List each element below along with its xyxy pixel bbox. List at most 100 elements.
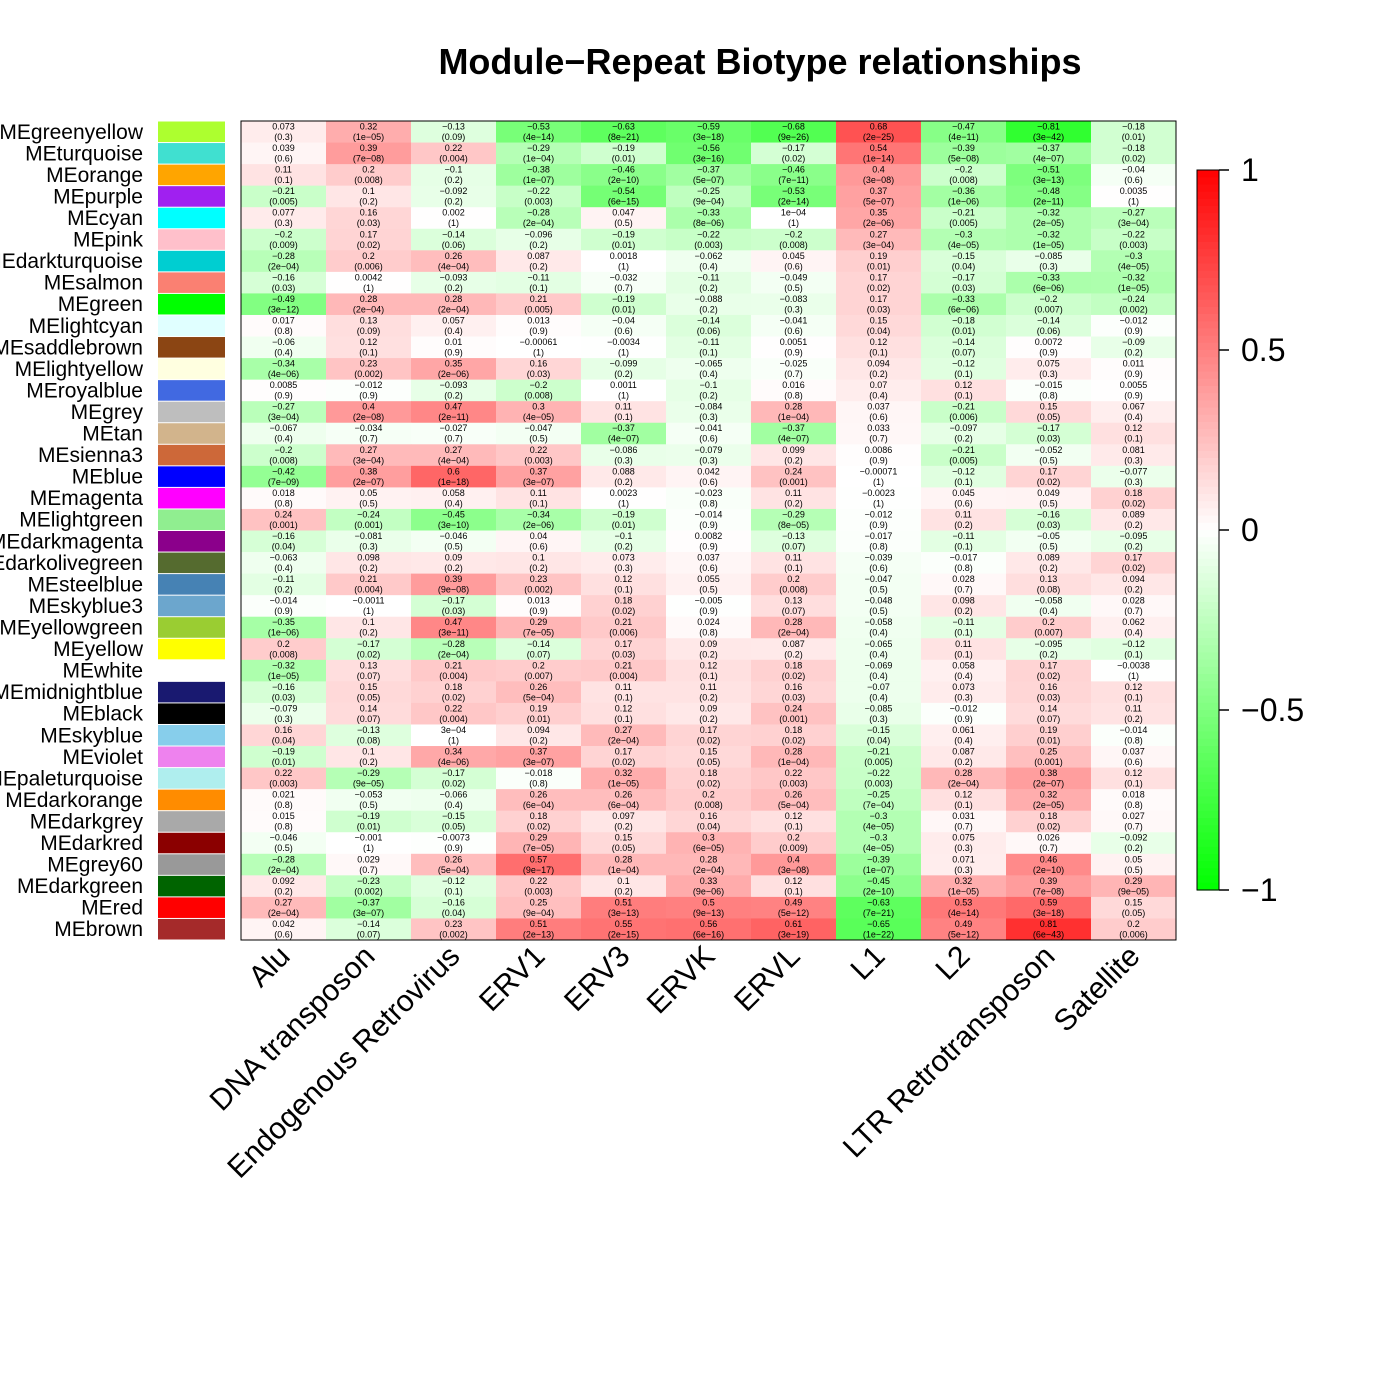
cell-correlation: −0.018 [525,768,553,778]
cell-pvalue: (9e−26) [778,132,809,142]
cell-pvalue: (0.8) [274,822,293,832]
cell-correlation: −0.18 [1122,122,1145,132]
row-label-MEpink: MEpink [73,229,144,252]
cell-pvalue: (0.01) [527,714,551,724]
heatmap-cell [666,595,752,618]
cell-correlation: −0.1 [445,165,463,175]
cell-correlation: −0.012 [355,380,383,390]
cell-correlation: −0.19 [612,509,635,519]
legend-gradient-step [1197,681,1219,689]
cell-pvalue: (0.8) [699,498,718,508]
cell-correlation: −0.085 [1035,251,1063,261]
cell-correlation: −0.25 [697,186,720,196]
cell-correlation: −0.21 [272,186,295,196]
heatmap-cell [751,508,837,531]
cell-correlation: 0.19 [870,251,888,261]
cell-pvalue: (0.008) [779,240,808,250]
cell-correlation: 0.61 [785,919,803,929]
cell-correlation: −0.35 [272,617,295,627]
cell-pvalue: (0.9) [1124,326,1143,336]
heatmap-cell [751,875,837,898]
cell-pvalue: (2e−15) [608,929,639,939]
heatmap-cell [326,681,412,704]
cell-correlation: 0.094 [1122,574,1145,584]
heatmap-cell [326,638,412,661]
row-label-MEsienna3: MEsienna3 [38,444,143,467]
cell-pvalue: (0.05) [1037,412,1061,422]
cell-correlation: 0.12 [1125,768,1143,778]
cell-correlation: 0.042 [697,466,720,476]
cell-correlation: 0.17 [615,747,633,757]
cell-pvalue: (0.05) [697,757,721,767]
heatmap-cell [241,767,327,790]
cell-correlation: 0.22 [785,768,803,778]
row-label-MEyellowgreen: MEyellowgreen [0,616,143,639]
cell-correlation: 0.11 [785,553,802,563]
cell-correlation: 0.27 [870,229,888,239]
heatmap-cell [1091,250,1177,273]
cell-pvalue: (0.001) [1034,757,1063,767]
heatmap-cell [836,164,922,187]
heatmap-cell [241,336,327,359]
cell-correlation: 0.028 [1122,596,1145,606]
cell-pvalue: (0.3) [954,692,973,702]
cell-correlation: −0.014 [1120,725,1148,735]
cell-correlation: −0.28 [272,251,295,261]
cell-pvalue: (1e−05) [268,671,299,681]
cell-pvalue: (0.6) [274,154,293,164]
legend-gradient-step [1197,882,1219,891]
cell-correlation: 0.35 [445,359,463,369]
cell-correlation: 0.39 [1040,876,1058,886]
cell-pvalue: (0.2) [529,261,548,271]
cell-pvalue: (0.3) [869,714,888,724]
cell-correlation: 0.16 [275,725,293,735]
cell-pvalue: (0.02) [527,822,551,832]
cell-correlation: 0.23 [530,574,548,584]
heatmap-cell [581,810,667,833]
heatmap-cell [921,789,1007,812]
module-swatch-MEdarkgrey [158,811,225,832]
cell-correlation: 0.089 [1037,553,1060,563]
cell-pvalue: (0.9) [699,542,718,552]
cell-correlation: −0.14 [1037,315,1060,325]
cell-correlation: 0.09 [700,639,718,649]
heatmap-cell [836,616,922,639]
cell-pvalue: (0.008) [949,175,978,185]
cell-pvalue: (0.6) [954,498,973,508]
legend-gradient-step [1197,292,1219,301]
cell-correlation: 0.21 [445,660,463,670]
heatmap-cell [921,250,1007,273]
cell-correlation: −0.092 [440,186,468,196]
cell-pvalue: (4e−04) [438,455,469,465]
cell-pvalue: (0.008) [269,649,298,659]
heatmap-cell [666,336,752,359]
heatmap-cell [241,271,327,294]
heatmap-cell [1006,422,1092,445]
cell-correlation: −0.012 [950,703,978,713]
cell-pvalue: (1e−04) [778,757,809,767]
cell-correlation: −0.047 [865,574,893,584]
cell-pvalue: (0.01) [952,326,976,336]
cell-correlation: 0.0018 [610,251,638,261]
heatmap-cell [1006,164,1092,187]
heatmap-cell [666,573,752,596]
row-label-MEcyan: MEcyan [67,207,143,230]
heatmap-cell [921,616,1007,639]
heatmap-cell [581,271,667,294]
legend-gradient-step [1197,652,1219,661]
heatmap-cell [666,746,752,768]
cell-pvalue: (0.02) [697,735,721,745]
heatmap-cell [326,358,412,381]
cell-correlation: 0.047 [612,208,635,218]
legend-gradient-step [1197,515,1219,524]
cell-pvalue: (0.5) [359,498,378,508]
cell-correlation: 0.27 [275,897,293,907]
cell-correlation: 0.2 [532,660,545,670]
heatmap-cell [241,401,327,424]
cell-correlation: 0.058 [442,488,465,498]
cell-pvalue: (9e−17) [523,865,554,875]
cell-pvalue: (0.05) [612,843,636,853]
cell-pvalue: (0.1) [614,412,633,422]
cell-pvalue: (0.5) [529,434,548,444]
cell-pvalue: (0.001) [269,520,298,530]
